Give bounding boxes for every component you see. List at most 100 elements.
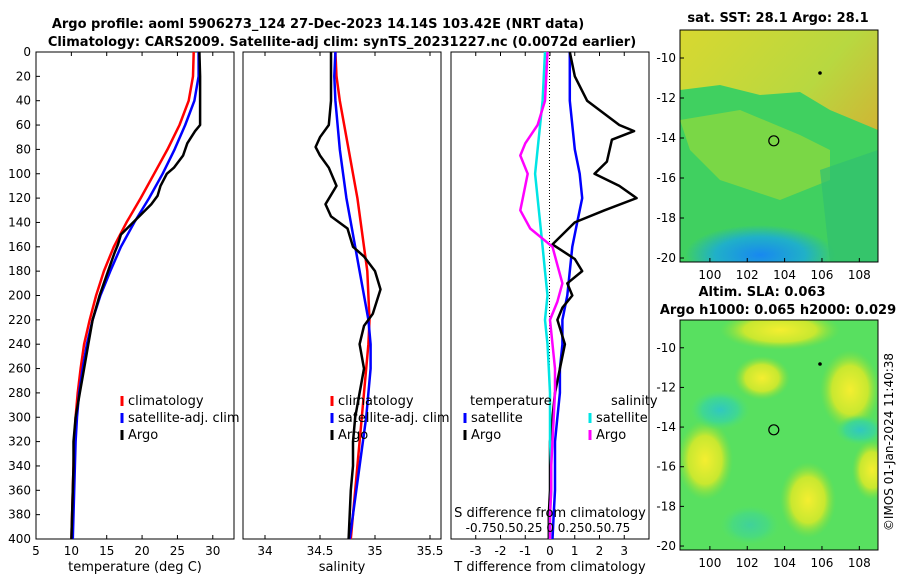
map-x-tick-label: 104 (773, 556, 796, 570)
legend-climatology-label: climatology (128, 394, 204, 409)
sst-map-title: sat. SST: 28.1 Argo: 28.1 (687, 11, 868, 26)
depth-tick-label: 160 (8, 240, 31, 254)
header-line-1: Argo profile: aoml 5906273_124 27-Dec-20… (52, 17, 584, 32)
map-x-tick-label: 102 (736, 268, 759, 282)
legend-t-argo-label: Argo (471, 428, 501, 443)
imos-timestamp-label: ©IMOS 01-Jan-2024 11:40:38 (882, 353, 896, 531)
salinity-x-axis: 34 34.5 35 35.5 (257, 52, 443, 558)
map-y-tick-label: -10 (656, 341, 676, 355)
sla-map-image (680, 320, 878, 550)
temperature-x-axis: 5 10 15 20 25 30 (32, 52, 220, 558)
depth-tick-label: 380 (8, 508, 31, 522)
depth-tick-label: 40 (16, 94, 31, 108)
depth-tick-label: 400 (8, 532, 31, 546)
series-line-satellite-adj-clim (333, 51, 372, 540)
difference-xlabel: T difference from climatology (453, 560, 646, 575)
depth-tick-label: 60 (16, 118, 31, 132)
sst-argo-position-marker (768, 135, 780, 147)
difference-series (519, 51, 638, 540)
salinity-xlabel: salinity (319, 560, 366, 575)
sla-map: Altim. SLA: 0.063 Argo h1000: 0.065 h200… (656, 285, 896, 570)
depth-tick-label: 120 (8, 191, 31, 205)
depth-tick-label: 20 (16, 69, 31, 83)
map-y-tick-label: -14 (656, 131, 676, 145)
x-tick-label: 34.5 (307, 544, 334, 558)
x-tick-label: 35 (367, 544, 382, 558)
map-y-tick-label: -18 (656, 211, 676, 225)
series-line-argo (314, 52, 382, 540)
depth-tick-label: 200 (8, 289, 31, 303)
map-y-tick-label: -12 (656, 380, 676, 394)
island-marker (818, 362, 822, 366)
map-y-tick-label: -10 (656, 51, 676, 65)
legend-argo-label: Argo (338, 428, 368, 443)
x-tick-label: -2 (495, 544, 507, 558)
s-difference-label: S difference from climatology (454, 506, 646, 521)
depth-tick-label: 280 (8, 386, 31, 400)
x-tick-label: 3 (620, 544, 628, 558)
temperature-legend: climatology satellite-adj. clim Argo (120, 394, 240, 443)
depth-tick-label: 220 (8, 313, 31, 327)
series-line-s-argo (519, 51, 564, 539)
x-tick-label: -3 (470, 544, 482, 558)
depth-tick-label: 340 (8, 459, 31, 473)
series-line-argo (70, 51, 202, 540)
x-tick-label: 0 (546, 544, 554, 558)
sst-map-image (680, 30, 878, 262)
depth-tick-label: 140 (8, 215, 31, 229)
series-line-t-satellite (551, 52, 584, 540)
difference-legend: temperature satellite Argo salinity sate… (463, 394, 658, 443)
depth-tick-label: 300 (8, 410, 31, 424)
temperature-xlabel: temperature (deg C) (68, 560, 202, 575)
salinity-panel: 34 34.5 35 35.5 salinity climatology satell… (242, 51, 450, 575)
legend-salinity-title: salinity (611, 394, 658, 409)
sla-map-title: Altim. SLA: 0.063 (699, 285, 826, 300)
salinity-axes-frame (242, 51, 442, 540)
x-tick-label: 15 (99, 544, 114, 558)
temperature-series (70, 51, 202, 540)
depth-tick-label: 0 (23, 45, 31, 59)
depth-tick-label: 80 (16, 142, 31, 156)
map-x-tick-label: 100 (698, 556, 721, 570)
x-tick-label: 34 (257, 544, 272, 558)
map-x-tick-label: 106 (811, 268, 834, 282)
depth-tick-label: 180 (8, 264, 31, 278)
x-tick-label: 1 (571, 544, 579, 558)
map-y-tick-label: -14 (656, 420, 676, 434)
legend-s-argo-label: Argo (596, 428, 626, 443)
map-x-tick-label: 108 (848, 268, 871, 282)
temperature-panel: 0 20 40 60 80 100 120 140 160 180 200 220 240 260 280 3… (8, 45, 240, 575)
legend-satellite-label: satellite-adj. clim (128, 411, 240, 426)
header-line-2: Climatology: CARS2009. Satellite-adj cli… (48, 35, 636, 50)
map-y-tick-label: -18 (656, 499, 676, 513)
map-x-tick-label: 106 (811, 556, 834, 570)
legend-climatology-label: climatology (338, 394, 414, 409)
depth-tick-label: 260 (8, 362, 31, 376)
x-tick-label: 25 (170, 544, 185, 558)
x-tick-label: 35.5 (417, 544, 444, 558)
map-x-tick-label: 102 (736, 556, 759, 570)
map-y-tick-label: -16 (656, 171, 676, 185)
map-y-tick-label: -20 (656, 251, 676, 265)
depth-tick-label: 360 (8, 483, 31, 497)
sla-argo-position-marker (768, 424, 780, 436)
map-x-tick-label: 100 (698, 268, 721, 282)
legend-t-satellite-label: satellite (471, 411, 523, 426)
temperature-axes-frame (35, 51, 235, 540)
x-tick-label: 20 (134, 544, 149, 558)
difference-panel: -3 -2 -1 0 1 2 3 T difference from climatology… (450, 51, 658, 575)
legend-argo-label: Argo (128, 428, 158, 443)
x-tick-label: -1 (519, 544, 531, 558)
series-line-climatology (334, 51, 371, 540)
x-tick-label: 30 (205, 544, 220, 558)
salinity-series (314, 51, 382, 540)
depth-tick-label: 240 (8, 337, 31, 351)
difference-x-axis: -3 -2 -1 0 1 2 3 (470, 52, 628, 558)
island-marker (818, 71, 822, 75)
x-tick-label: 2 (596, 544, 604, 558)
x-tick-label: 10 (64, 544, 79, 558)
map-y-tick-label: -20 (656, 539, 676, 553)
map-y-tick-label: -16 (656, 460, 676, 474)
legend-temperature-title: temperature (470, 394, 552, 409)
